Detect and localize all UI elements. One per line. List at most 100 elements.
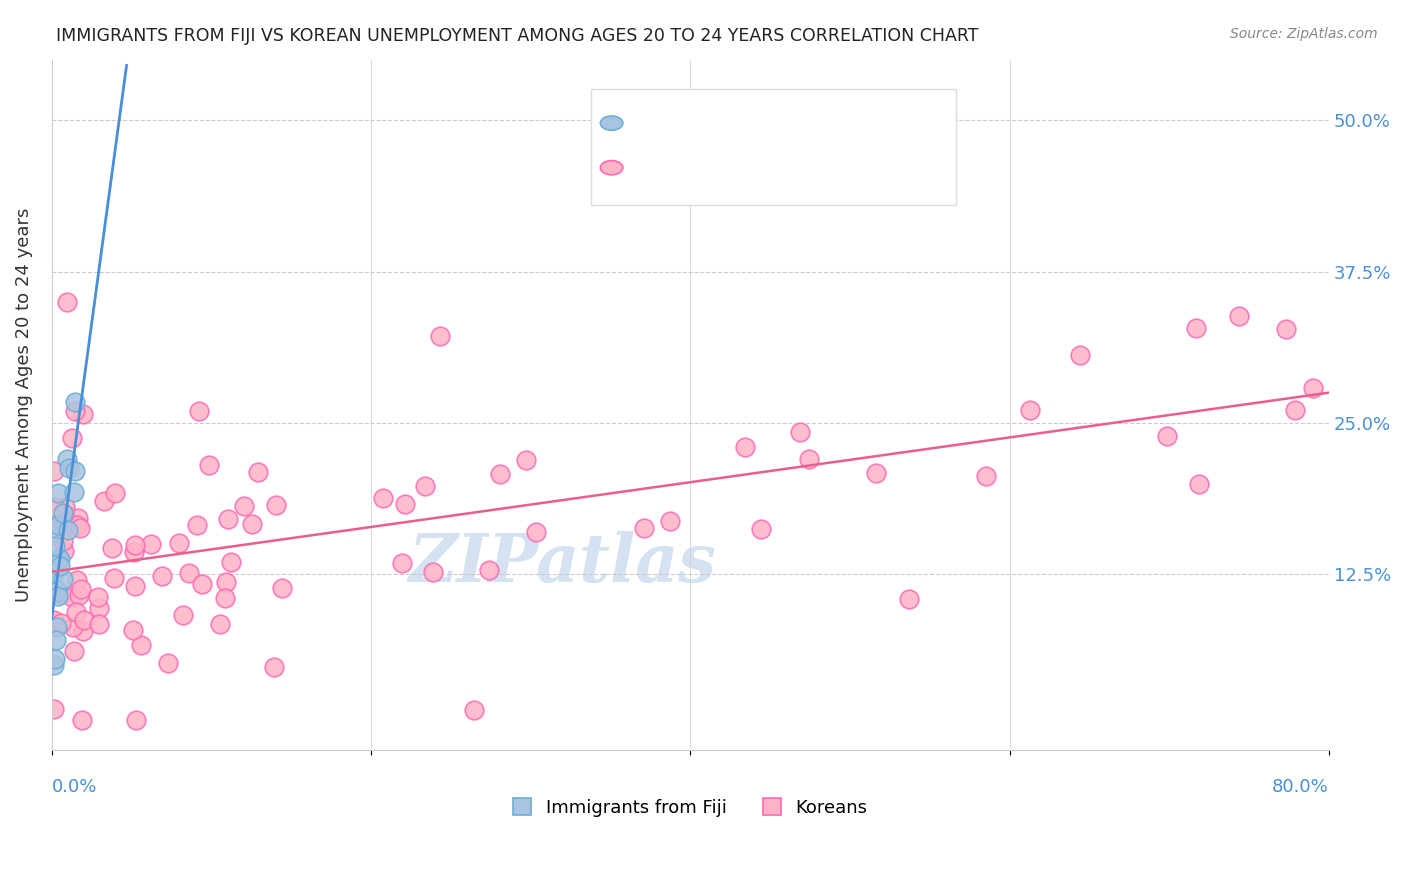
Koreans xyxy=(44,613,66,627)
Text: R =: R = xyxy=(619,156,655,174)
Immigrants from Fiji xyxy=(63,394,86,409)
Koreans xyxy=(526,525,548,540)
Koreans xyxy=(66,573,89,587)
Text: 24: 24 xyxy=(801,112,825,129)
Immigrants from Fiji xyxy=(58,524,80,538)
Koreans xyxy=(66,517,89,532)
Koreans xyxy=(89,601,111,615)
Koreans xyxy=(150,569,173,583)
Text: 0.0%: 0.0% xyxy=(52,778,97,796)
Koreans xyxy=(658,514,681,528)
Koreans xyxy=(70,582,93,596)
Koreans xyxy=(271,581,294,595)
Koreans xyxy=(429,329,451,343)
Koreans xyxy=(188,404,211,418)
Koreans xyxy=(217,511,239,525)
Koreans xyxy=(93,494,115,508)
Koreans xyxy=(72,624,94,639)
Text: 0.014: 0.014 xyxy=(661,156,713,174)
Koreans xyxy=(478,563,501,577)
Koreans xyxy=(789,425,811,439)
Koreans xyxy=(65,404,87,418)
Koreans xyxy=(87,591,110,605)
Text: 94: 94 xyxy=(801,156,825,174)
Koreans xyxy=(62,620,84,634)
Koreans xyxy=(42,505,65,519)
Koreans xyxy=(489,467,512,482)
Immigrants from Fiji xyxy=(48,551,70,566)
Koreans xyxy=(101,541,124,555)
Immigrants from Fiji xyxy=(46,486,69,500)
Koreans xyxy=(124,579,146,593)
Immigrants from Fiji xyxy=(42,658,65,673)
Immigrants from Fiji xyxy=(52,506,75,520)
Koreans xyxy=(233,500,256,514)
Immigrants from Fiji xyxy=(45,583,67,598)
Legend: Immigrants from Fiji, Koreans: Immigrants from Fiji, Koreans xyxy=(506,791,875,824)
Koreans xyxy=(391,556,413,570)
Koreans xyxy=(463,703,485,717)
Immigrants from Fiji xyxy=(44,652,66,666)
Koreans xyxy=(371,491,394,505)
Text: ZIPatlas: ZIPatlas xyxy=(409,531,717,596)
Koreans xyxy=(49,508,72,522)
Koreans xyxy=(49,615,72,630)
Text: N =: N = xyxy=(738,112,786,129)
Text: 80.0%: 80.0% xyxy=(1272,778,1329,796)
Immigrants from Fiji xyxy=(63,485,86,500)
Koreans xyxy=(124,538,146,552)
Koreans xyxy=(208,617,231,632)
Koreans xyxy=(1227,309,1250,323)
Koreans xyxy=(797,452,820,467)
Koreans xyxy=(156,656,179,670)
Koreans xyxy=(72,408,94,422)
Koreans xyxy=(60,590,83,604)
Immigrants from Fiji xyxy=(49,558,72,573)
Text: N =: N = xyxy=(738,156,786,174)
Text: R =: R = xyxy=(619,112,655,129)
Koreans xyxy=(56,294,79,309)
Koreans xyxy=(865,466,887,480)
Koreans xyxy=(62,431,84,445)
Koreans xyxy=(87,617,110,632)
Immigrants from Fiji xyxy=(45,583,67,598)
Koreans xyxy=(53,544,76,558)
Immigrants from Fiji xyxy=(63,464,86,478)
Koreans xyxy=(167,536,190,550)
Immigrants from Fiji xyxy=(45,620,67,634)
Koreans xyxy=(124,545,146,559)
Immigrants from Fiji xyxy=(46,552,69,566)
Koreans xyxy=(44,583,66,598)
Koreans xyxy=(974,469,997,483)
Text: Source: ZipAtlas.com: Source: ZipAtlas.com xyxy=(1230,27,1378,41)
Text: 0.501: 0.501 xyxy=(661,112,713,129)
Koreans xyxy=(214,591,236,605)
Koreans xyxy=(1188,477,1211,491)
Koreans xyxy=(1302,381,1324,395)
Koreans xyxy=(42,464,65,478)
Koreans xyxy=(240,517,263,532)
Immigrants from Fiji xyxy=(45,633,67,648)
Koreans xyxy=(139,537,162,551)
Koreans xyxy=(1156,429,1178,443)
Koreans xyxy=(1284,403,1306,417)
Koreans xyxy=(198,458,221,473)
Koreans xyxy=(215,574,238,589)
Immigrants from Fiji xyxy=(42,525,65,540)
Koreans xyxy=(264,498,287,512)
Koreans xyxy=(44,702,66,716)
Koreans xyxy=(1019,403,1042,417)
Immigrants from Fiji xyxy=(46,589,69,603)
Koreans xyxy=(394,497,416,511)
Koreans xyxy=(734,440,756,454)
Koreans xyxy=(515,453,537,467)
Koreans xyxy=(51,519,73,533)
Koreans xyxy=(70,713,93,727)
Koreans xyxy=(49,587,72,601)
Koreans xyxy=(103,571,125,585)
Koreans xyxy=(69,521,91,535)
Koreans xyxy=(897,591,920,606)
Koreans xyxy=(221,555,243,569)
Y-axis label: Unemployment Among Ages 20 to 24 years: Unemployment Among Ages 20 to 24 years xyxy=(15,208,32,602)
Koreans xyxy=(246,465,269,479)
